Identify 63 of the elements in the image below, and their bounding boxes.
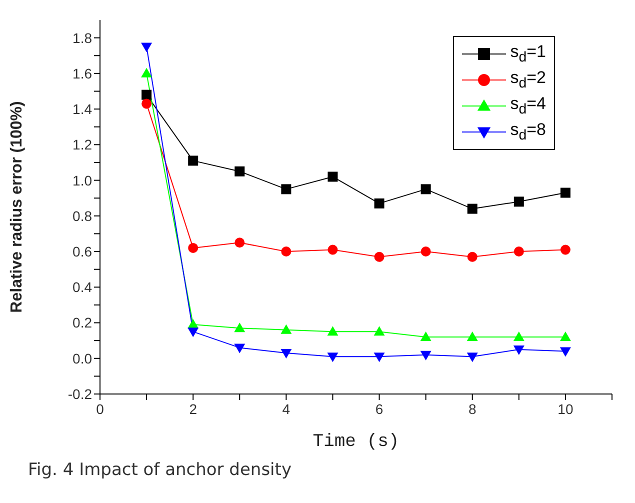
legend-label: s$_{d}$=4 <box>510 94 546 118</box>
y-tick-label: 1.8 <box>72 30 92 46</box>
point <box>560 244 570 255</box>
point <box>234 322 246 332</box>
point <box>327 352 338 362</box>
point <box>420 184 431 194</box>
y-tick-label: 0.6 <box>72 243 92 260</box>
point <box>141 42 152 52</box>
point <box>374 252 384 262</box>
y-tick-label: 0.2 <box>72 314 92 331</box>
x-tick-label: 10 <box>558 401 574 417</box>
legend-label: s$_{d}$=8 <box>510 120 546 144</box>
point <box>234 344 246 354</box>
x-tick-label: 2 <box>189 401 198 417</box>
point <box>374 326 385 336</box>
point <box>281 184 292 194</box>
point <box>466 332 478 342</box>
y-tick-label: 1.0 <box>72 172 92 188</box>
point <box>514 196 524 207</box>
y-tick-label: 0.0 <box>72 350 92 366</box>
point <box>281 246 292 257</box>
point <box>188 242 198 253</box>
point <box>234 166 245 176</box>
point <box>374 198 384 208</box>
legend-label: s$_{d}$=2 <box>510 68 546 92</box>
point <box>234 238 245 248</box>
point <box>328 172 338 182</box>
x-tick-label: 4 <box>282 401 290 417</box>
x-axis-title: Time (s) <box>312 432 400 452</box>
x-tick-label: 6 <box>375 401 384 417</box>
point <box>560 332 571 342</box>
point <box>142 98 152 109</box>
x-tick-label: 0 <box>96 401 104 417</box>
y-tick-label: 1.4 <box>72 101 92 118</box>
y-tick-label: 1.6 <box>72 65 92 82</box>
point <box>188 328 199 338</box>
point <box>141 68 152 78</box>
y-tick-label: 0.4 <box>72 279 92 296</box>
caption: Fig. 4 Impact of anchor density <box>28 460 292 480</box>
point <box>467 252 478 262</box>
point <box>560 188 570 198</box>
point <box>466 352 478 362</box>
point <box>280 324 292 334</box>
y-axis-title: Relative radius error (100%) <box>8 101 26 313</box>
point <box>327 326 338 336</box>
point <box>280 349 292 359</box>
y-tick-label: -0.2 <box>68 386 92 402</box>
point <box>420 246 431 257</box>
point <box>420 350 432 360</box>
point <box>467 204 478 214</box>
y-tick-label: 1.2 <box>72 136 92 153</box>
x-tick-label: 8 <box>468 401 476 417</box>
point <box>328 244 338 255</box>
point <box>513 345 524 355</box>
y-tick-label: 0.8 <box>72 208 92 224</box>
point <box>513 332 524 342</box>
point <box>514 246 524 257</box>
point <box>142 90 152 100</box>
point <box>560 347 571 357</box>
legend-label: s$_{d}$=1 <box>510 42 546 66</box>
point <box>188 156 198 166</box>
point <box>420 332 432 342</box>
point <box>374 352 385 362</box>
